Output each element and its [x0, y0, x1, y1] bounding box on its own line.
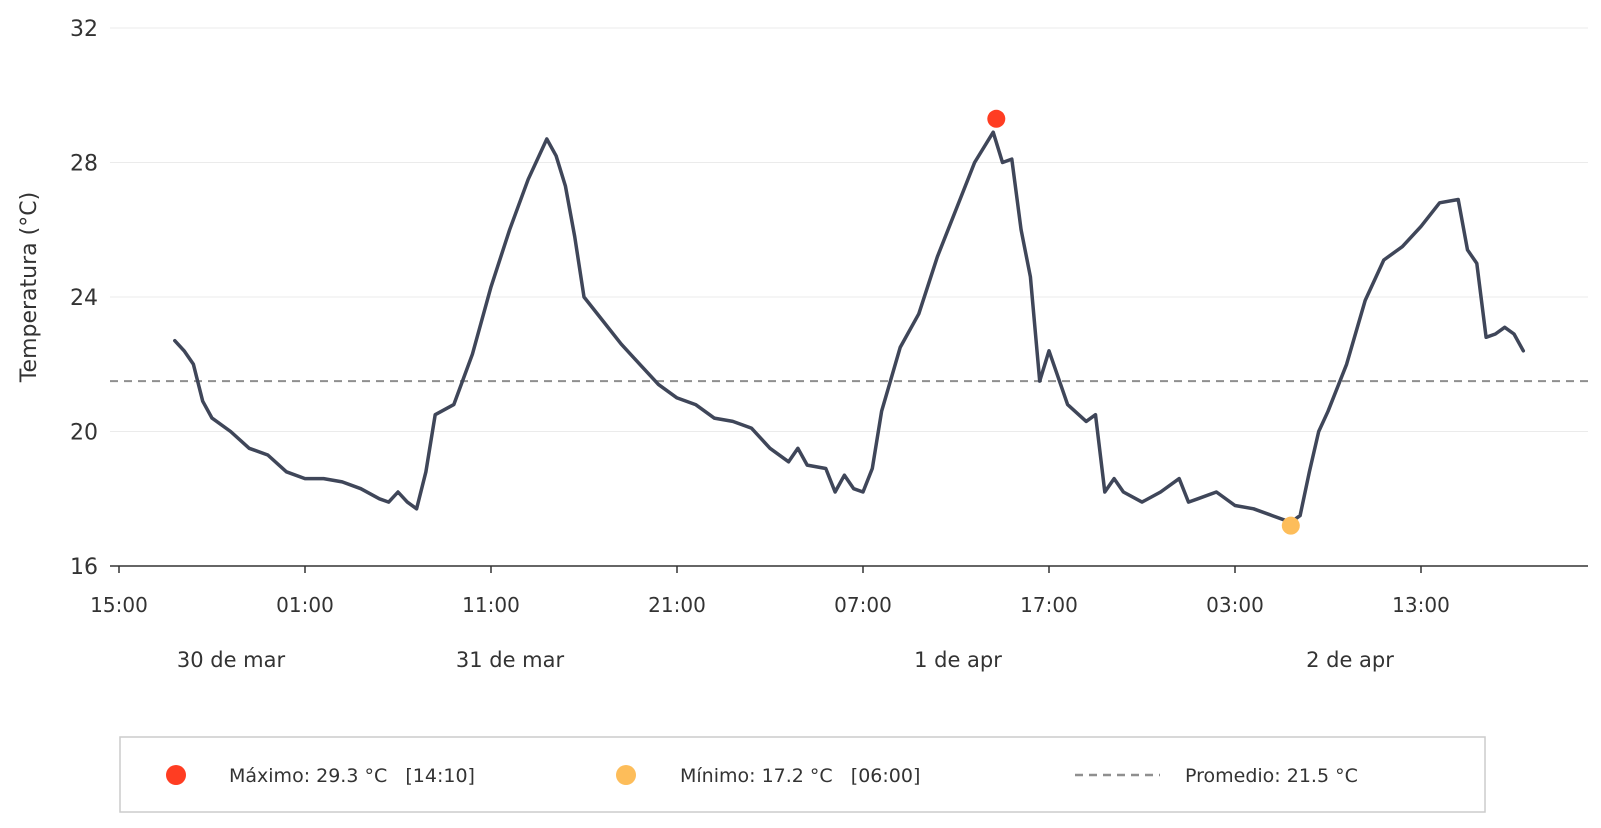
y-tick-label: 32 [70, 17, 98, 42]
legend-max-dot [166, 765, 186, 785]
legend: Máximo: 29.3 °C [14:10] Mínimo: 17.2 °C … [119, 736, 1486, 813]
date-label: 2 de apr [1306, 648, 1394, 672]
x-tick-label: 07:00 [834, 593, 892, 617]
grid-lines [110, 27, 1588, 432]
date-label: 1 de apr [914, 648, 1002, 672]
y-tick-label: 24 [70, 286, 98, 311]
date-labels: 30 de mar 31 de mar 1 de apr 2 de apr [177, 648, 1394, 672]
y-axis-label: Temperatura (°C) [17, 192, 42, 383]
x-tick-label: 03:00 [1206, 593, 1264, 617]
legend-box [119, 736, 1486, 813]
y-tick-label: 28 [70, 152, 98, 177]
y-axis-ticks: 16 20 24 28 32 [70, 17, 98, 580]
x-tick-label: 17:00 [1020, 593, 1078, 617]
y-tick-label: 16 [70, 555, 98, 580]
y-tick-label: 20 [70, 421, 98, 446]
legend-min-label: Mínimo: 17.2 °C [06:00] [680, 765, 920, 787]
date-label: 31 de mar [456, 648, 565, 672]
date-label: 30 de mar [177, 648, 286, 672]
legend-min-dot [616, 765, 636, 785]
x-tick-label: 11:00 [462, 593, 520, 617]
legend-mean-label: Promedio: 21.5 °C [1185, 765, 1358, 787]
temperature-series-line [173, 130, 1526, 525]
min-marker [1281, 516, 1300, 535]
x-tick-label: 15:00 [90, 593, 148, 617]
max-marker [987, 109, 1006, 128]
x-axis-ticks: 15:00 01:00 11:00 21:00 07:00 17:00 03:00 13:00 [90, 566, 1450, 617]
legend-max-label: Máximo: 29.3 °C [14:10] [229, 765, 475, 787]
x-tick-label: 13:00 [1392, 593, 1450, 617]
x-tick-label: 01:00 [276, 593, 334, 617]
x-tick-label: 21:00 [648, 593, 706, 617]
